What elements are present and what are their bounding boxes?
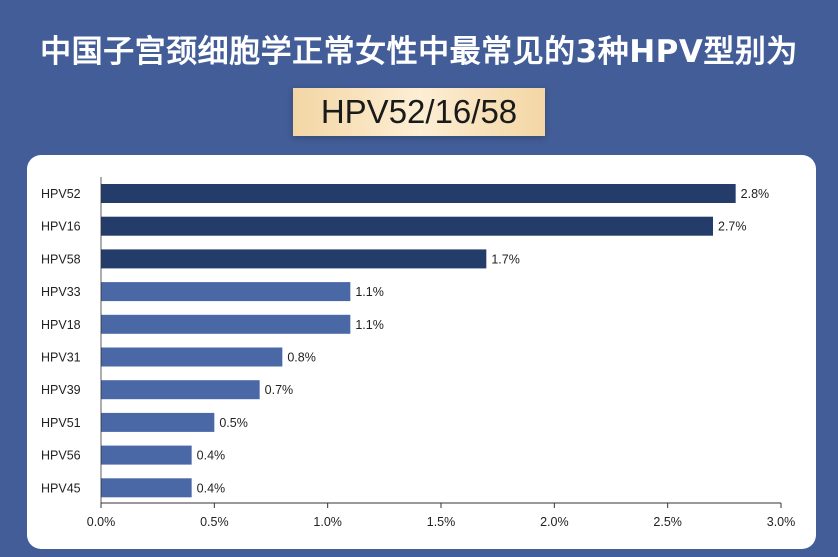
value-label-hpv45: 0.4%: [197, 481, 226, 495]
category-label-hpv18: HPV18: [41, 318, 81, 332]
value-label-hpv56: 0.4%: [197, 449, 226, 463]
value-label-hpv52: 2.8%: [741, 187, 770, 201]
category-label-hpv52: HPV52: [41, 187, 81, 201]
bar-hpv39: [101, 380, 260, 400]
value-label-hpv18: 1.1%: [355, 318, 384, 332]
bar-hpv16: [101, 216, 713, 236]
x-tick-label: 3.0%: [767, 515, 796, 529]
bar-hpv58: [101, 249, 487, 269]
x-tick-label: 1.0%: [313, 515, 342, 529]
value-label-hpv58: 1.7%: [491, 252, 520, 266]
category-label-hpv58: HPV58: [41, 252, 81, 266]
value-label-hpv33: 1.1%: [355, 285, 384, 299]
value-label-hpv16: 2.7%: [718, 220, 747, 234]
x-tick-label: 0.5%: [200, 515, 229, 529]
category-label-hpv56: HPV56: [41, 449, 81, 463]
bar-hpv51: [101, 412, 215, 432]
chart-subtitle: HPV52/16/58: [320, 93, 518, 130]
value-label-hpv51: 0.5%: [219, 416, 248, 430]
x-tick-label: 1.5%: [427, 515, 456, 529]
category-label-hpv39: HPV39: [41, 383, 81, 397]
category-label-hpv33: HPV33: [41, 285, 81, 299]
subtitle-banner: HPV52/16/58: [293, 88, 545, 136]
bar-hpv52: [101, 184, 736, 203]
bar-hpv56: [101, 445, 192, 465]
category-label-hpv16: HPV16: [41, 220, 81, 234]
category-label-hpv45: HPV45: [41, 481, 81, 495]
bar-hpv31: [101, 347, 283, 367]
bar-chart: HPV52 2.8% HPV16 2.7% HPV58 1.7% HPV33 1.1% HPV1…: [41, 177, 796, 529]
bar-hpv18: [101, 314, 351, 334]
chart-title: 中国子宫颈细胞学正常女性中最常见的3种HPV型别为: [40, 34, 798, 70]
value-label-hpv39: 0.7%: [265, 383, 294, 397]
chart-panel: HPV52 2.8% HPV16 2.7% HPV58 1.7% HPV33 1.1% HPV1…: [27, 155, 816, 549]
x-tick-label: 0.0%: [87, 515, 116, 529]
x-tick-label: 2.0%: [540, 515, 569, 529]
category-label-hpv51: HPV51: [41, 416, 81, 430]
x-tick-label: 2.5%: [653, 515, 682, 529]
bar-hpv33: [101, 282, 351, 302]
value-label-hpv31: 0.8%: [287, 351, 316, 365]
category-label-hpv31: HPV31: [41, 351, 81, 365]
bar-hpv45: [101, 478, 192, 498]
